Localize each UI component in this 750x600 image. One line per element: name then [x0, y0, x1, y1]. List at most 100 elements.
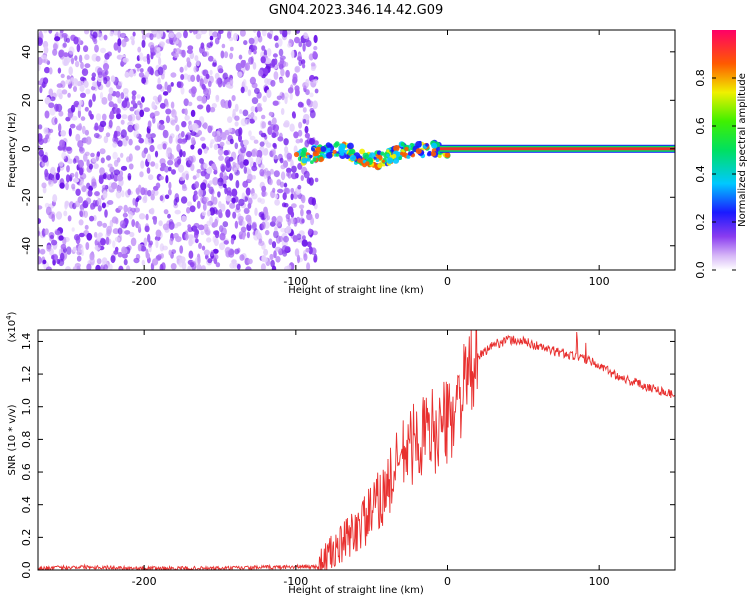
y-tick-label: 1.4: [20, 333, 33, 351]
signal-blob: [338, 148, 344, 154]
snr-y-ticks: 0.0 0.2 0.4 0.6 0.8 1.0 1.2 1.4: [20, 333, 675, 579]
signal-blob: [335, 153, 340, 157]
noise-blob: [290, 187, 295, 194]
noise-blob: [74, 200, 81, 208]
noise-blob: [156, 47, 161, 52]
noise-blob: [88, 99, 93, 108]
noise-blob: [304, 132, 310, 139]
noise-blob: [271, 241, 277, 249]
noise-blob: [51, 239, 58, 246]
noise-blob: [249, 76, 256, 85]
noise-blob: [75, 188, 81, 196]
noise-blob: [68, 66, 73, 76]
noise-blob: [292, 112, 296, 119]
noise-blob: [46, 244, 52, 252]
noise-blob: [38, 205, 43, 210]
noise-blob: [111, 216, 118, 224]
noise-blob: [301, 194, 306, 204]
noise-blob: [280, 164, 286, 170]
snr-x-label: Height of straight line (km): [288, 585, 424, 596]
noise-blob: [65, 79, 72, 85]
noise-blob: [196, 200, 201, 209]
signal-blob: [375, 158, 380, 163]
spectrogram-x-label: Height of straight line (km): [288, 285, 424, 296]
noise-blob: [165, 115, 171, 124]
noise-blob: [190, 131, 197, 137]
noise-blob: [205, 254, 209, 260]
noise-blob: [189, 262, 195, 268]
signal-blob: [406, 154, 411, 159]
x-tick-label: -200: [132, 275, 157, 288]
noise-blob: [45, 206, 52, 216]
noise-blob: [248, 37, 255, 45]
noise-blob: [80, 76, 85, 82]
noise-blob: [143, 237, 148, 247]
noise-blob: [207, 80, 212, 88]
noise-blob: [120, 152, 124, 158]
noise-blob: [165, 101, 169, 108]
noise-blob: [248, 49, 252, 55]
noise-blob: [151, 190, 155, 196]
noise-blob: [70, 104, 76, 113]
noise-blob: [91, 181, 97, 189]
noise-blob: [220, 227, 227, 236]
noise-blob: [133, 207, 140, 213]
noise-blob: [253, 49, 257, 55]
noise-blob: [118, 265, 124, 270]
noise-blob: [203, 223, 209, 233]
noise-blob: [84, 224, 89, 230]
noise-blob: [272, 142, 277, 148]
noise-blob: [272, 53, 278, 58]
noise-blob: [213, 238, 219, 247]
noise-blob: [61, 151, 67, 160]
noise-blob: [233, 167, 238, 173]
noise-blob: [197, 130, 202, 136]
noise-blob: [209, 216, 214, 225]
noise-blob: [225, 209, 231, 218]
noise-blob: [312, 230, 318, 236]
noise-blob: [84, 129, 89, 136]
noise-blob: [181, 185, 188, 192]
noise-blob: [148, 174, 154, 181]
noise-blob: [175, 124, 180, 132]
noise-blob: [297, 162, 303, 170]
noise-blob: [56, 83, 63, 88]
noise-blob: [283, 92, 289, 99]
noise-blob: [155, 50, 161, 59]
noise-blob: [235, 128, 242, 137]
noise-blob: [137, 46, 142, 53]
noise-blob: [66, 75, 71, 80]
noise-blob: [148, 42, 155, 48]
noise-blob: [130, 100, 136, 105]
noise-blob: [192, 30, 197, 35]
noise-blob: [157, 77, 161, 85]
noise-blob: [94, 191, 100, 197]
noise-blob: [280, 227, 287, 233]
noise-blob: [96, 258, 102, 265]
colorbar-tick-label: 0.4: [694, 165, 707, 183]
noise-blob: [236, 263, 241, 270]
noise-blob: [238, 154, 245, 164]
noise-blob: [74, 55, 78, 61]
noise-blob: [279, 78, 284, 84]
noise-blob: [292, 235, 298, 243]
noise-blob: [117, 227, 123, 235]
noise-blob: [294, 85, 300, 92]
noise-blob: [200, 170, 206, 177]
noise-blob: [287, 217, 292, 227]
noise-blob: [187, 45, 194, 51]
noise-blob: [117, 251, 123, 258]
x-tick-label: 0: [444, 575, 451, 588]
noise-blob: [201, 96, 207, 104]
signal-blob: [377, 162, 383, 169]
noise-blob: [217, 65, 223, 73]
noise-blob: [308, 228, 312, 236]
noise-blob: [231, 259, 237, 264]
noise-blob: [194, 228, 200, 236]
noise-blob: [311, 197, 316, 206]
noise-blob: [203, 148, 208, 154]
noise-blob: [300, 208, 304, 217]
noise-blob: [243, 40, 248, 46]
noise-blob: [88, 163, 93, 170]
noise-blob: [240, 118, 248, 127]
